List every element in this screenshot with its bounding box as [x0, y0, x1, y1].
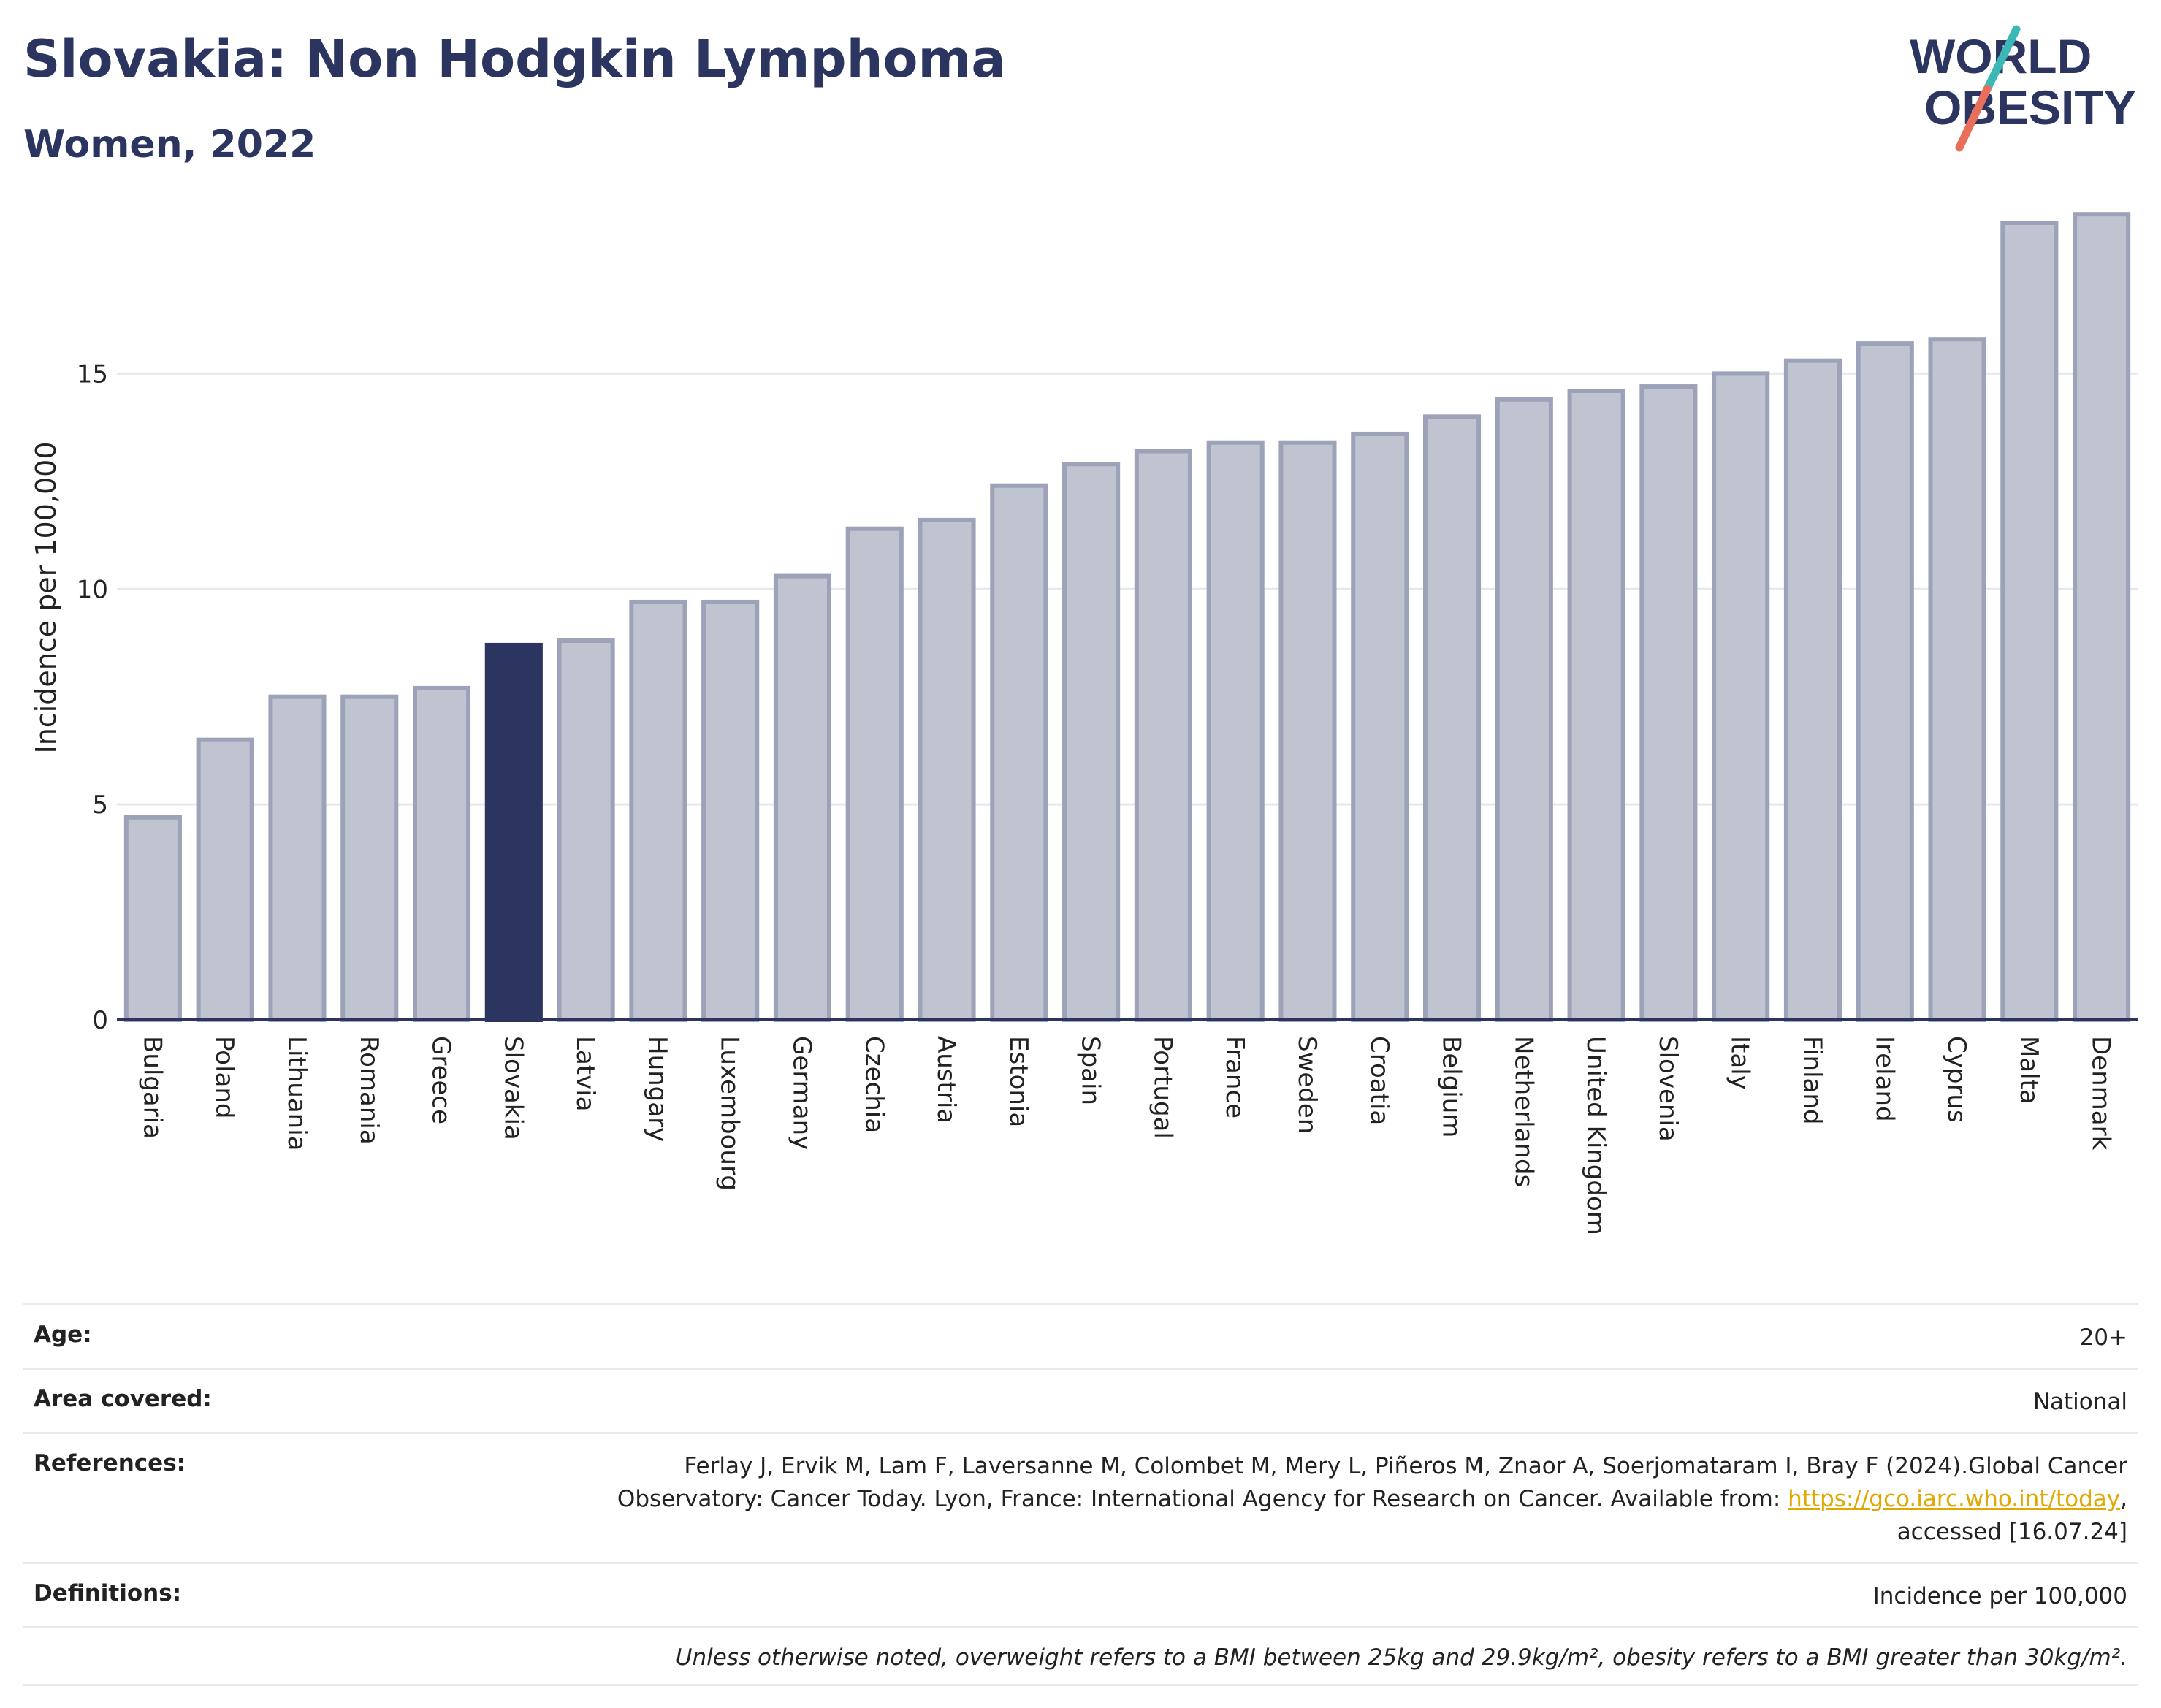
bar-sweden — [1278, 440, 1337, 1022]
references-line2: Observatory: Cancer Today. Lyon, France:… — [617, 1486, 1781, 1512]
x-tick-label: France — [1220, 1036, 1249, 1118]
x-tick-label: Netherlands — [1509, 1036, 1538, 1187]
x-tick-label: Finland — [1797, 1036, 1826, 1125]
bar-croatia — [1351, 431, 1409, 1022]
bar-malta — [2000, 220, 2059, 1022]
x-tick-label: Croatia — [1365, 1036, 1394, 1125]
area-value: National — [2032, 1389, 2127, 1415]
x-tick-label: Romania — [354, 1036, 384, 1145]
x-tick-label: Poland — [210, 1036, 239, 1119]
info-row-references: References: Ferlay J, Ervik M, Lam F, La… — [23, 1432, 2138, 1562]
references-line2-end: , — [2120, 1486, 2127, 1512]
bar-spain — [1062, 462, 1121, 1022]
bar-bulgaria — [123, 815, 182, 1023]
x-tick-label: Estonia — [1004, 1036, 1033, 1127]
bar-luxembourg — [701, 599, 760, 1022]
logo-line2: OBESITY — [1924, 80, 2136, 134]
x-tick-label: Malta — [2014, 1036, 2043, 1105]
x-tick-label: Latvia — [571, 1036, 600, 1112]
bar-slovakia — [484, 642, 543, 1022]
bar-cyprus — [1928, 337, 1986, 1022]
bar-united-kingdom — [1567, 388, 1625, 1022]
bar-germany — [773, 573, 832, 1022]
x-tick-label: Portugal — [1148, 1036, 1177, 1139]
references-link[interactable]: https://gco.iarc.who.int/today — [1788, 1486, 2121, 1512]
x-tick-label: Sweden — [1292, 1036, 1322, 1134]
bars — [123, 212, 2131, 1023]
info-row-area: Area covered: National — [23, 1368, 2138, 1432]
bar-estonia — [990, 483, 1048, 1022]
x-tick-label: United Kingdom — [1581, 1036, 1610, 1235]
bar-ireland — [1856, 341, 1914, 1023]
definitions-value: Incidence per 100,000 — [1872, 1583, 2127, 1609]
x-tick-label: Czechia — [859, 1036, 888, 1133]
bar-chart: 0 5 10 15 Bulgaria Poland Lithuania Romania Gre… — [30, 212, 2138, 1235]
bar-france — [1206, 440, 1265, 1022]
x-tick-label: Lithuania — [282, 1036, 311, 1151]
bar-czechia — [845, 526, 904, 1022]
y-axis-label: Incidence per 100,000 — [30, 441, 62, 753]
chart-title: Slovakia: Non Hodgkin Lymphoma — [23, 29, 1006, 89]
logo-slash-teal — [1983, 25, 2021, 94]
bar-hungary — [629, 599, 687, 1022]
bar-slovenia — [1639, 384, 1698, 1022]
x-tick-label: Slovenia — [1653, 1036, 1682, 1142]
y-tick-label: 15 — [77, 359, 108, 389]
age-value: 20+ — [2079, 1324, 2127, 1351]
x-tick-label: Slovakia — [498, 1036, 527, 1140]
bar-italy — [1712, 371, 1770, 1022]
info-row-note: Unless otherwise noted, overweight refer… — [23, 1626, 2138, 1686]
x-tick-label: Italy — [1726, 1036, 1755, 1090]
definitions-label: Definitions: — [34, 1580, 182, 1606]
age-label: Age: — [34, 1322, 92, 1348]
y-tick-labels: 0 5 10 15 — [77, 359, 108, 1035]
info-table: Age: 20+ Area covered: National Referenc… — [23, 1303, 2138, 1686]
definitions-note: Unless otherwise noted, overweight refer… — [675, 1644, 2127, 1671]
x-tick-label: Belgium — [1437, 1036, 1466, 1137]
bar-finland — [1783, 358, 1842, 1022]
x-tick-label: Greece — [427, 1036, 456, 1124]
world-obesity-logo: WORLD OBESITY — [1910, 25, 2136, 152]
area-label: Area covered: — [34, 1386, 212, 1412]
references-line1: Ferlay J, Ervik M, Lam F, Laversanne M, … — [684, 1453, 2127, 1479]
x-tick-label: Denmark — [2086, 1036, 2116, 1151]
bar-denmark — [2073, 212, 2131, 1023]
references-label: References: — [34, 1450, 186, 1476]
bar-belgium — [1422, 414, 1482, 1022]
x-tick-label: Germany — [787, 1036, 816, 1150]
info-row-definitions: Definitions: Incidence per 100,000 — [23, 1562, 2138, 1626]
x-tick-label: Ireland — [1870, 1036, 1899, 1122]
chart-subtitle: Women, 2022 — [23, 123, 316, 167]
references-value: Ferlay J, Ervik M, Lam F, Laversanne M, … — [617, 1450, 2127, 1549]
x-tick-label: Cyprus — [1942, 1036, 1971, 1123]
x-tick-label: Spain — [1076, 1036, 1105, 1105]
bar-portugal — [1134, 449, 1192, 1022]
x-tick-label: Hungary — [643, 1036, 672, 1142]
references-line3: accessed [16.07.24] — [1897, 1519, 2127, 1545]
y-tick-label: 5 — [92, 790, 108, 820]
bar-lithuania — [268, 694, 327, 1022]
bar-austria — [918, 517, 976, 1022]
y-tick-label: 10 — [77, 575, 108, 604]
bar-poland — [196, 737, 254, 1023]
bar-netherlands — [1495, 397, 1553, 1022]
bar-greece — [412, 685, 471, 1023]
x-tick-label: Bulgaria — [137, 1036, 167, 1139]
logo-slash-coral — [1955, 85, 1992, 152]
bar-romania — [340, 694, 399, 1022]
info-row-age: Age: 20+ — [23, 1303, 2138, 1368]
x-tick-label: Austria — [931, 1036, 961, 1124]
y-tick-label: 0 — [92, 1006, 108, 1035]
x-tick-labels: Bulgaria Poland Lithuania Romania Greece Slov… — [137, 1036, 2115, 1235]
x-tick-label: Luxembourg — [715, 1036, 744, 1191]
bar-latvia — [557, 638, 615, 1022]
